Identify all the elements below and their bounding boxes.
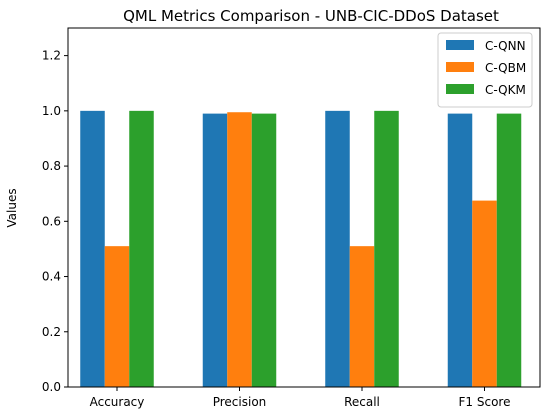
bar-c-qbm-recall (349, 246, 375, 387)
bar-c-qbm-accuracy (104, 246, 130, 387)
x-tick-label: Accuracy (90, 395, 145, 409)
y-tick-label: 1.2 (42, 49, 61, 63)
bar-c-qbm-f1-score (472, 200, 497, 387)
bar-c-qkm-f1-score (496, 113, 522, 388)
bar-c-qbm-precision (227, 112, 252, 387)
y-tick-label: 1.0 (42, 104, 61, 118)
y-tick-label: 0.0 (42, 380, 61, 394)
y-axis: 0.0 0.2 0.4 0.6 0.8 1.0 1.2 (42, 49, 68, 394)
x-tick-label: Precision (213, 395, 267, 409)
legend-label-c-qnn: C-QNN (485, 39, 526, 53)
legend: C-QNN C-QBM C-QKM (437, 32, 533, 108)
y-axis-label: Values (5, 188, 19, 227)
x-tick-label: F1 Score (459, 395, 511, 409)
plot-frame (67, 27, 541, 388)
y-tick-label: 0.4 (42, 270, 61, 284)
bar-c-qkm-recall (374, 110, 399, 387)
bar-c-qnn-recall (325, 110, 350, 387)
x-tick-label: Recall (344, 395, 380, 409)
bar-c-qkm-accuracy (129, 110, 154, 387)
y-tick-label: 0.6 (42, 214, 61, 228)
bar-c-qnn-precision (202, 113, 228, 388)
legend-label-c-qkm: C-QKM (485, 83, 526, 97)
y-tick-label: 0.8 (42, 159, 61, 173)
legend-swatch-c-qnn (446, 40, 474, 50)
bar-c-qnn-accuracy (80, 110, 105, 387)
bar-c-qkm-precision (251, 113, 277, 388)
y-tick-label: 0.2 (42, 325, 61, 339)
bars-group (80, 110, 522, 388)
bar-c-qnn-f1-score (447, 113, 473, 388)
chart-title: QML Metrics Comparison - UNB-CIC-DDoS Da… (123, 7, 499, 25)
legend-label-c-qbm: C-QBM (485, 61, 526, 75)
legend-swatch-c-qbm (446, 62, 474, 72)
legend-swatch-c-qkm (446, 84, 474, 94)
x-axis: Accuracy Precision Recall F1 Score (90, 387, 511, 409)
